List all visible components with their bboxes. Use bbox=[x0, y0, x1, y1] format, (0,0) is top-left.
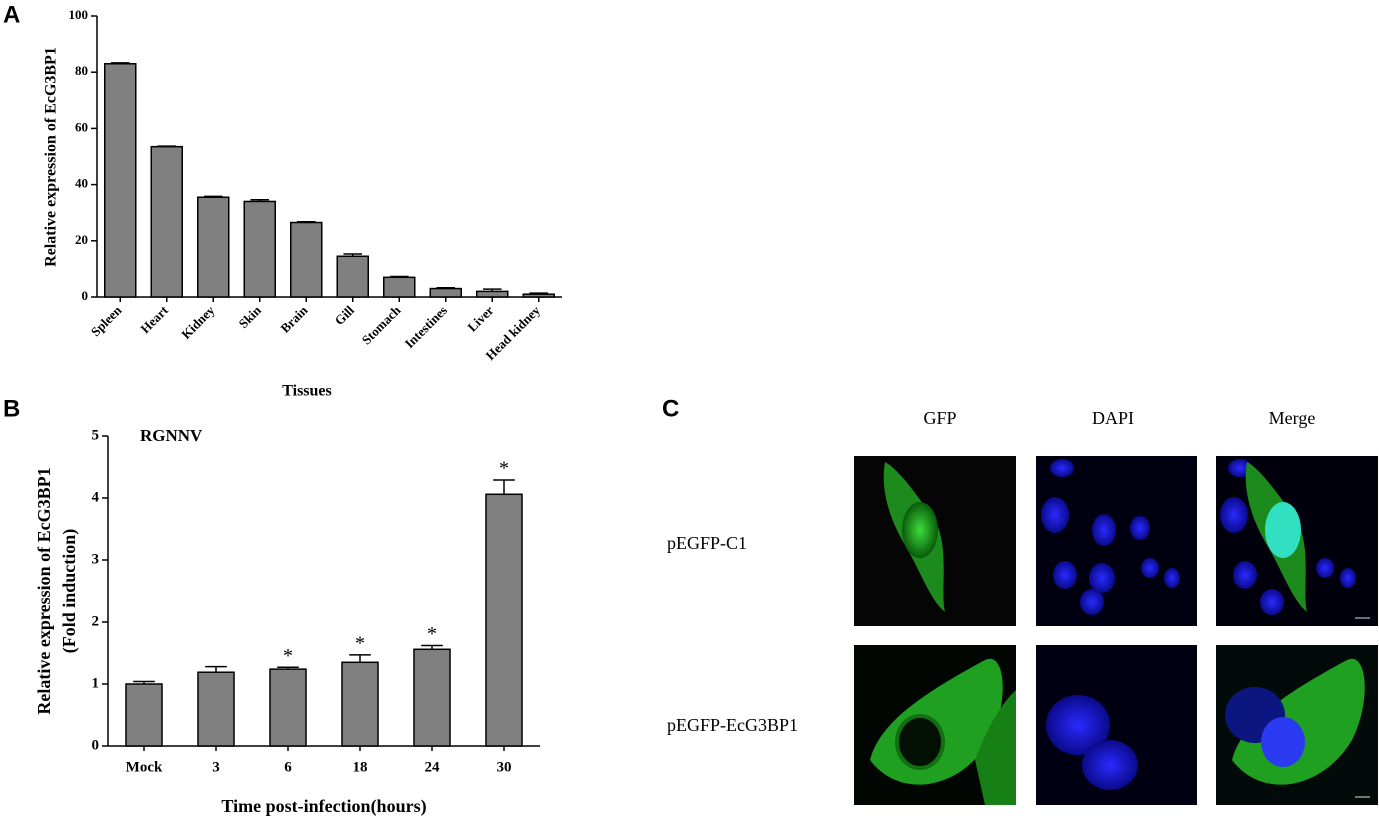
y-tick-label: 5 bbox=[92, 427, 100, 443]
x-tick-label: Brain bbox=[277, 302, 311, 336]
x-tick-label: Skin bbox=[235, 302, 264, 331]
column-header: Merge bbox=[1269, 408, 1316, 428]
panel-label: C bbox=[662, 395, 679, 422]
x-tick-label: Kidney bbox=[178, 302, 218, 342]
x-tick-label: Mock bbox=[126, 759, 163, 775]
significance-marker: * bbox=[499, 458, 509, 480]
column-header: GFP bbox=[923, 408, 956, 428]
micrographs bbox=[854, 456, 1378, 805]
bar bbox=[476, 290, 509, 298]
y-axis-label: Relative expression of EcG3BP1 bbox=[43, 47, 60, 267]
row-label: pEGFP-C1 bbox=[667, 533, 747, 553]
bar bbox=[485, 493, 523, 747]
column-header: DAPI bbox=[1092, 408, 1134, 428]
significance-marker: * bbox=[427, 623, 437, 645]
bar bbox=[336, 255, 369, 298]
bar bbox=[269, 668, 307, 747]
y-tick-label: 4 bbox=[92, 489, 100, 505]
bar bbox=[197, 196, 230, 298]
bar bbox=[125, 683, 163, 747]
bar bbox=[522, 293, 555, 298]
x-axis-label: Time post-infection(hours) bbox=[221, 796, 426, 817]
x-tick-label: Spleen bbox=[88, 302, 125, 339]
y-tick-label: 0 bbox=[82, 288, 89, 303]
bar bbox=[243, 200, 276, 298]
y-tick-label: 60 bbox=[75, 119, 88, 134]
bar bbox=[429, 287, 462, 298]
x-tick-label: 6 bbox=[284, 759, 292, 775]
significance-marker: * bbox=[355, 632, 365, 654]
x-tick-label: Liver bbox=[464, 302, 496, 334]
y-tick-label: 20 bbox=[75, 232, 88, 247]
x-tick-label: 24 bbox=[425, 759, 441, 775]
y-tick-label: 80 bbox=[75, 63, 88, 78]
x-tick-label: Intestines bbox=[402, 303, 450, 351]
x-tick-label: Stomach bbox=[359, 302, 404, 347]
panel-label: A bbox=[3, 1, 20, 28]
bar bbox=[197, 671, 235, 747]
y-tick-label: 2 bbox=[92, 613, 100, 629]
bar bbox=[290, 221, 323, 298]
y-tick-label: 100 bbox=[69, 7, 89, 22]
bar bbox=[383, 276, 416, 298]
x-tick-label: 18 bbox=[353, 759, 368, 775]
bar bbox=[413, 648, 451, 747]
y-tick-label: 0 bbox=[92, 737, 100, 753]
x-tick-label: Gill bbox=[332, 302, 358, 328]
bar bbox=[150, 145, 183, 298]
y-axis-label: Relative expression of EcG3BP1 bbox=[34, 467, 54, 714]
row-label: pEGFP-EcG3BP1 bbox=[667, 715, 798, 735]
panel-label: B bbox=[3, 395, 20, 422]
y-axis-label: (Fold induction) bbox=[59, 529, 80, 654]
bar bbox=[104, 63, 137, 298]
x-tick-label: 3 bbox=[212, 759, 220, 775]
y-tick-label: 1 bbox=[92, 675, 100, 691]
bar bbox=[341, 661, 379, 747]
significance-marker: * bbox=[283, 645, 293, 667]
x-tick-label: 30 bbox=[497, 759, 512, 775]
y-tick-label: 3 bbox=[92, 551, 100, 567]
annotation: RGNNV bbox=[140, 426, 203, 445]
y-tick-label: 40 bbox=[75, 176, 88, 191]
x-axis-label: Tissues bbox=[282, 383, 332, 400]
x-tick-label: Heart bbox=[137, 302, 171, 336]
